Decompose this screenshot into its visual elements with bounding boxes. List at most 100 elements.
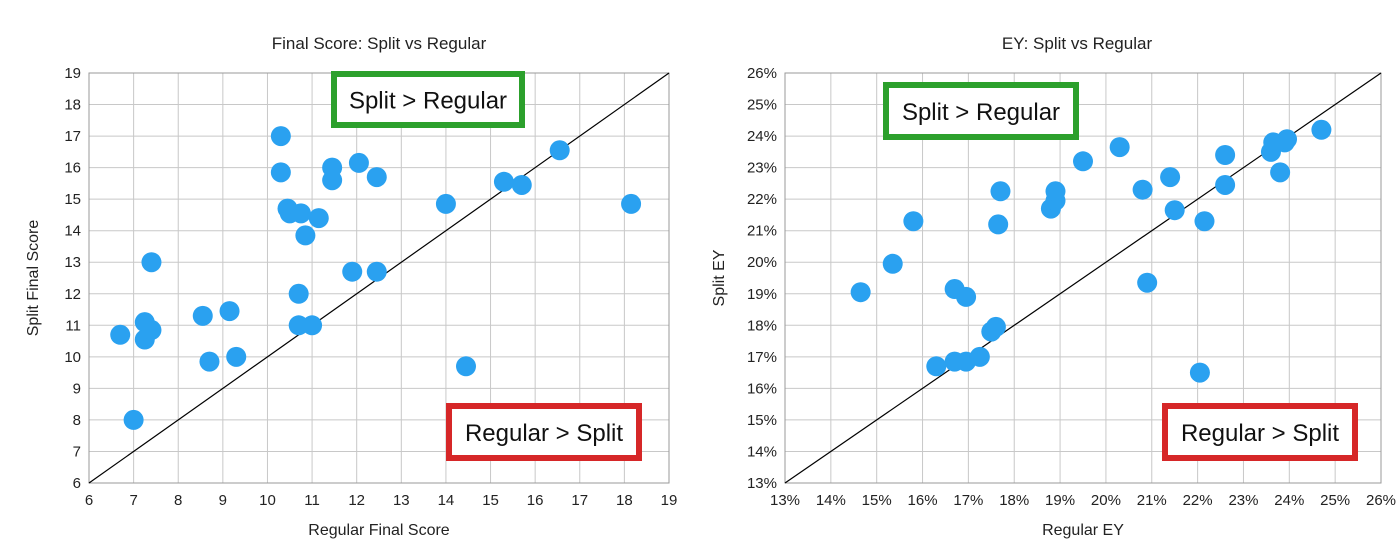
data-point <box>199 351 220 372</box>
data-point <box>456 356 476 377</box>
data-point <box>435 193 456 214</box>
x-tick-label: 20% <box>1091 492 1121 509</box>
grid <box>784 72 1382 484</box>
x-tick-label: 14% <box>816 492 846 509</box>
annotation-box <box>331 71 525 128</box>
x-tick-label: 8 <box>174 492 182 509</box>
x-tick-label: 10 <box>259 492 276 509</box>
x-tick-label: 11 <box>304 492 320 509</box>
data-points <box>850 119 1332 383</box>
x-tick-label: 16 <box>527 492 544 509</box>
y-tick-label: 13% <box>747 475 777 492</box>
data-point <box>511 174 532 195</box>
data-point <box>882 253 903 274</box>
data-point <box>621 193 642 214</box>
x-axis-label: Regular EY <box>1042 522 1124 539</box>
data-point <box>290 203 311 224</box>
y-tick-label: 14 <box>64 223 81 240</box>
data-point <box>1311 119 1332 140</box>
data-point <box>990 181 1011 202</box>
annotation-box <box>883 82 1079 140</box>
y-tick-label: 15 <box>64 191 81 208</box>
data-point <box>1189 362 1210 383</box>
data-point <box>123 409 144 430</box>
data-point <box>1194 211 1215 232</box>
data-point <box>270 126 291 147</box>
y-tick-label: 20% <box>747 254 777 271</box>
x-tick-label: 18 <box>616 492 633 509</box>
data-point <box>1109 137 1130 158</box>
y-tick-label: 12 <box>64 286 81 303</box>
data-point <box>549 140 570 161</box>
data-point <box>1137 272 1158 293</box>
tick-labels: 13% 14% 15% 16% 17% 18% 19% 20% 21% 22% 23% 24% 25% 2… <box>747 65 1396 509</box>
data-point <box>192 305 213 326</box>
data-point <box>1073 151 1093 172</box>
data-point <box>1277 129 1298 150</box>
y-tick-label: 26% <box>747 65 777 82</box>
x-axis-label: Regular Final Score <box>308 522 450 539</box>
x-tick-label: 7 <box>129 492 137 509</box>
data-point <box>1215 174 1236 195</box>
x-tick-label: 15 <box>482 492 499 509</box>
data-point <box>141 320 162 341</box>
data-point <box>985 316 1006 337</box>
annotations: Split > Regular Regular > Split <box>883 82 1358 461</box>
chart-title: EY: Split vs Regular <box>1002 34 1153 53</box>
chart-final-score: Final Score: Split vs Regular 6 7 8 9 10 11 12… <box>25 34 677 539</box>
y-axis-label: Split EY <box>711 249 728 306</box>
x-tick-label: 13 <box>393 492 410 509</box>
y-tick-label: 25% <box>747 97 777 114</box>
annotation-label: Regular > Split <box>465 420 623 447</box>
data-point <box>226 346 247 367</box>
x-tick-label: 12 <box>348 492 365 509</box>
y-tick-label: 23% <box>747 160 777 177</box>
data-point <box>493 171 514 192</box>
y-tick-label: 11 <box>65 317 81 334</box>
data-point <box>219 301 240 322</box>
y-tick-label: 17 <box>64 128 81 145</box>
y-tick-label: 7 <box>73 443 81 460</box>
y-tick-label: 21% <box>747 223 777 240</box>
x-tick-label: 9 <box>219 492 227 509</box>
chart-title: Final Score: Split vs Regular <box>272 34 487 53</box>
x-tick-label: 17 <box>571 492 588 509</box>
data-point <box>1045 181 1066 202</box>
data-point <box>322 170 343 191</box>
data-point <box>1164 200 1185 221</box>
y-tick-label: 17% <box>747 349 777 366</box>
x-tick-label: 14 <box>438 492 455 509</box>
data-point <box>302 315 323 336</box>
data-point <box>988 214 1009 235</box>
data-point <box>288 283 309 304</box>
data-point <box>270 162 291 183</box>
x-tick-label: 15% <box>862 492 892 509</box>
x-tick-label: 16% <box>908 492 938 509</box>
data-point <box>366 261 387 282</box>
data-point <box>1270 162 1291 183</box>
data-points <box>110 126 642 430</box>
y-tick-label: 6 <box>73 475 81 492</box>
y-tick-label: 19 <box>64 65 81 82</box>
annotation-label: Split > Regular <box>349 88 507 115</box>
x-tick-label: 19 <box>661 492 678 509</box>
data-point <box>1132 179 1153 200</box>
plot-border <box>784 72 1382 484</box>
y-tick-label: 15% <box>747 412 777 429</box>
y-tick-label: 24% <box>747 128 777 145</box>
y-tick-label: 10 <box>64 349 81 366</box>
data-point <box>1160 167 1181 188</box>
y-tick-label: 13 <box>64 254 81 271</box>
x-tick-label: 17% <box>953 492 983 509</box>
y-axis-label: Split Final Score <box>25 220 42 337</box>
chart-ey: EY: Split vs Regular 13% 14% 15% 16% 17% 18% 1… <box>711 34 1396 539</box>
y-tick-label: 18 <box>64 97 81 114</box>
data-point <box>969 346 990 367</box>
x-tick-label: 21% <box>1137 492 1167 509</box>
x-tick-label: 13% <box>770 492 800 509</box>
data-point <box>926 356 947 377</box>
y-tick-label: 14% <box>747 443 777 460</box>
x-tick-label: 22% <box>1183 492 1213 509</box>
y-tick-label: 22% <box>747 191 777 208</box>
